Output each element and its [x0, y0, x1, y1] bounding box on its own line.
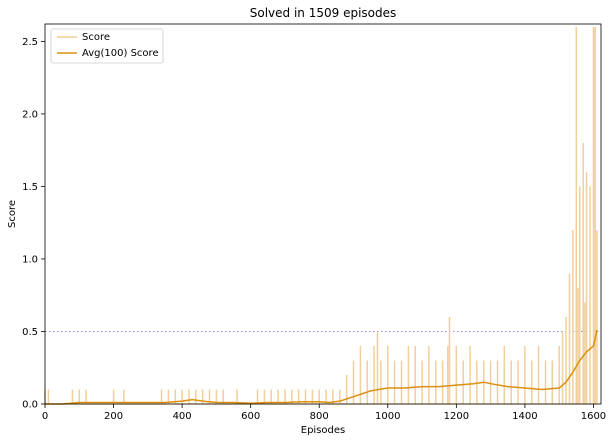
y-tick-label: 0.0 — [22, 400, 38, 411]
x-tick-label: 1000 — [375, 411, 400, 422]
y-tick-label: 2.5 — [22, 37, 38, 48]
x-tick-label: 600 — [241, 411, 260, 422]
x-tick-label: 800 — [310, 411, 329, 422]
legend-label-score: Score — [82, 32, 110, 43]
x-tick-label: 0 — [42, 411, 48, 422]
legend-box — [50, 28, 164, 64]
x-tick-label: 1400 — [512, 411, 537, 422]
chart-title: Solved in 1509 episodes — [250, 6, 397, 20]
y-tick-label: 1.0 — [22, 254, 38, 265]
x-tick-label: 200 — [104, 411, 123, 422]
plot-frame — [44, 23, 602, 405]
y-axis-title: Score — [7, 200, 18, 228]
y-tick-label: 0.5 — [22, 327, 38, 338]
legend-label-avg: Avg(100) Score — [82, 48, 159, 59]
series-line-avg — [45, 329, 598, 405]
plot-background — [45, 24, 601, 404]
x-tick-label: 1200 — [444, 411, 469, 422]
x-axis-title: Episodes — [301, 425, 345, 436]
y-axis: 0.0 0.5 1.0 1.5 2.0 2.5 — [22, 37, 45, 411]
y-tick-label: 1.5 — [22, 182, 38, 193]
x-tick-label: 400 — [173, 411, 192, 422]
legend: Score Avg(100) Score — [50, 28, 164, 64]
x-tick-label: 1600 — [581, 411, 606, 422]
x-axis: 0 200 400 600 800 1000 1200 1400 1600 — [42, 404, 606, 422]
y-tick-label: 2.0 — [22, 109, 38, 120]
